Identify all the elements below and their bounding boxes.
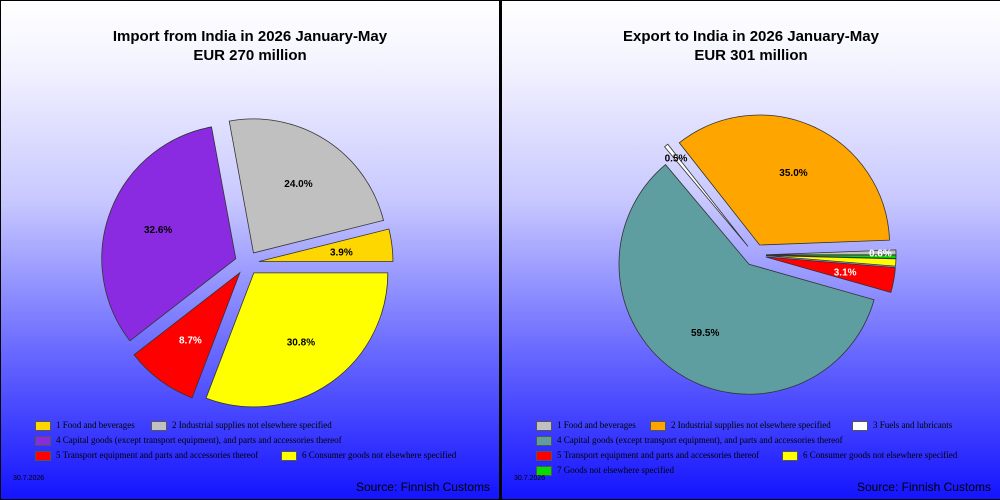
pie-slice bbox=[618, 164, 875, 395]
chart-title: Export to India in 2026 January-May bbox=[623, 28, 879, 45]
slice-label: 59.5% bbox=[691, 328, 719, 339]
legend-item-transport: 5 Transport equipment and parts and acce… bbox=[536, 449, 759, 461]
pie-slice bbox=[765, 254, 897, 259]
chart-date: 30.7.2026 bbox=[514, 475, 546, 482]
chart-title: Import from India in 2026 January-May bbox=[112, 28, 388, 45]
slice-label: 0.6% bbox=[869, 249, 892, 260]
pie-slice bbox=[228, 118, 384, 254]
legend-swatch bbox=[281, 450, 297, 461]
import-chart-panel: Import from India in 2026 January-May EU… bbox=[0, 0, 500, 500]
legend-item-food: 1 Food and beverages bbox=[536, 419, 636, 431]
legend-label: 7 Goods not elsewhere specified bbox=[557, 465, 674, 475]
legend-swatch bbox=[35, 435, 51, 446]
pie-slice bbox=[133, 271, 241, 399]
legend-swatch bbox=[536, 420, 552, 431]
slice-label: 24.0% bbox=[284, 179, 312, 190]
legend-item-other: 7 Goods not elsewhere specified bbox=[536, 464, 674, 476]
legend-swatch bbox=[536, 435, 552, 446]
chart-source: Source: Finnish Customs bbox=[856, 480, 991, 494]
export-pie-chart: 0.6% 35.0% 0.5% 59.5% 3.1% bbox=[618, 114, 897, 395]
pie-slice bbox=[205, 272, 389, 408]
legend-swatch bbox=[536, 450, 552, 461]
legend-swatch bbox=[650, 420, 666, 431]
legend-label: 3 Fuels and lubricants bbox=[873, 420, 953, 430]
pie-slice bbox=[678, 114, 890, 246]
export-chart-panel: Export to India in 2026 January-May EUR … bbox=[501, 0, 1000, 500]
legend-swatch bbox=[35, 420, 51, 431]
legend-item-consumer: 6 Consumer goods not elsewhere specified bbox=[281, 449, 456, 461]
legend-label: 5 Transport equipment and parts and acce… bbox=[56, 450, 259, 460]
pie-slice bbox=[101, 126, 237, 342]
legend-swatch bbox=[35, 450, 51, 461]
chart-subtitle: EUR 270 million bbox=[193, 47, 307, 64]
legend-label: 5 Transport equipment and parts and acce… bbox=[557, 450, 760, 460]
legend-item-capital: 4 Capital goods (except transport equipm… bbox=[536, 434, 843, 446]
legend-swatch bbox=[151, 420, 167, 431]
legend-label: 4 Capital goods (except transport equipm… bbox=[557, 435, 843, 445]
pie-slice bbox=[765, 255, 897, 267]
pie-slice bbox=[765, 256, 896, 293]
legend-label: 6 Consumer goods not elsewhere specified bbox=[803, 450, 958, 460]
legend-swatch bbox=[782, 450, 798, 461]
import-pie-chart: 3.9% 24.0% 32.6% 8.7% 30.8% bbox=[101, 118, 394, 408]
legend-label: 6 Consumer goods not elsewhere specified bbox=[302, 450, 457, 460]
legend-item-transport: 5 Transport equipment and parts and acce… bbox=[35, 449, 258, 461]
slice-label: 3.1% bbox=[834, 267, 857, 278]
legend-label: 1 Food and beverages bbox=[557, 420, 636, 430]
chart-date: 30.7.2026 bbox=[13, 475, 45, 482]
legend-swatch bbox=[852, 420, 868, 431]
slice-label: 35.0% bbox=[779, 168, 807, 179]
chart-subtitle: EUR 301 million bbox=[694, 47, 808, 64]
legend-item-industrial: 2 Industrial supplies not elsewhere spec… bbox=[650, 419, 831, 431]
legend-item-fuels: 3 Fuels and lubricants bbox=[852, 419, 952, 431]
legend-item-capital: 4 Capital goods (except transport equipm… bbox=[35, 434, 342, 446]
slice-label: 3.9% bbox=[330, 247, 353, 258]
legend-item-industrial: 2 Industrial supplies not elsewhere spec… bbox=[151, 419, 332, 431]
pie-slice bbox=[664, 143, 749, 247]
legend-item-consumer: 6 Consumer goods not elsewhere specified bbox=[782, 449, 957, 461]
legend-item-food: 1 Food and beverages bbox=[35, 419, 135, 431]
pie-slice bbox=[258, 228, 394, 262]
chart-source: Source: Finnish Customs bbox=[355, 480, 490, 494]
legend-label: 1 Food and beverages bbox=[56, 420, 135, 430]
slice-label: 30.8% bbox=[287, 337, 315, 348]
legend-swatch bbox=[536, 465, 552, 476]
legend-label: 2 Industrial supplies not elsewhere spec… bbox=[671, 420, 831, 430]
legend-label: 2 Industrial supplies not elsewhere spec… bbox=[172, 420, 332, 430]
slice-label: 0.5% bbox=[665, 154, 688, 165]
slice-label: 8.7% bbox=[179, 335, 202, 346]
legend-label: 4 Capital goods (except transport equipm… bbox=[56, 435, 342, 445]
slice-label: 32.6% bbox=[144, 225, 172, 236]
